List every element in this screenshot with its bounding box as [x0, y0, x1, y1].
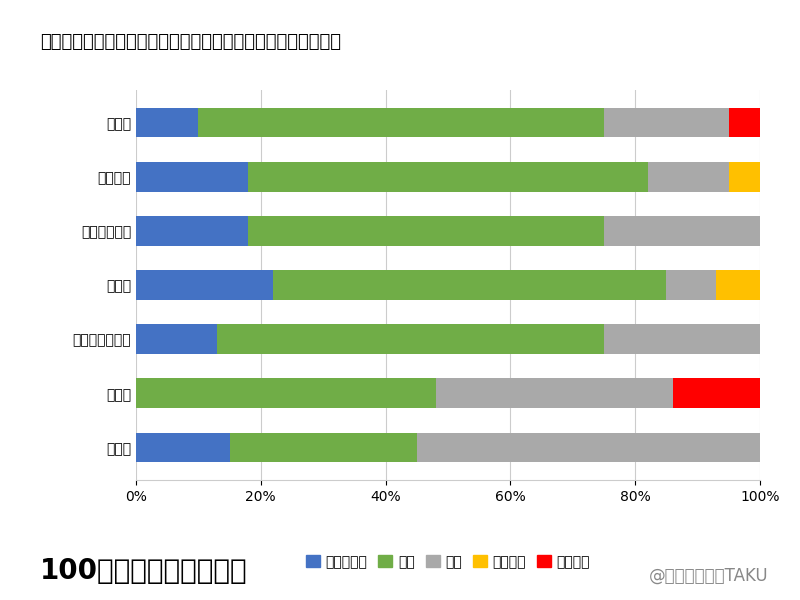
Bar: [604, 216, 760, 246]
Bar: [435, 379, 673, 408]
Bar: [230, 433, 417, 462]
Bar: [248, 216, 604, 246]
Bar: [729, 108, 760, 137]
Bar: [604, 108, 729, 137]
Bar: [716, 270, 760, 300]
Bar: [136, 216, 248, 246]
Bar: [136, 108, 198, 137]
Bar: [666, 270, 716, 300]
Text: @みうみさの食TAKU: @みうみさの食TAKU: [648, 567, 768, 585]
Bar: [648, 162, 729, 191]
Bar: [729, 162, 760, 191]
Legend: とても満足, 満足, 普通, やや不満, 期待外れ: とても満足, 満足, 普通, やや不満, 期待外れ: [301, 550, 595, 574]
Bar: [274, 270, 666, 300]
Bar: [417, 433, 760, 462]
Bar: [673, 379, 760, 408]
Text: 100人にアンケート調査: 100人にアンケート調査: [40, 557, 248, 585]
Bar: [136, 433, 230, 462]
Bar: [136, 270, 274, 300]
Bar: [136, 162, 248, 191]
Bar: [217, 324, 604, 354]
Bar: [248, 162, 648, 191]
Text: パルシステムを実際に利用してからの満足度（選んだ理由別）: パルシステムを実際に利用してからの満足度（選んだ理由別）: [40, 33, 341, 51]
Bar: [136, 379, 435, 408]
Bar: [198, 108, 604, 137]
Bar: [604, 324, 760, 354]
Bar: [136, 324, 217, 354]
